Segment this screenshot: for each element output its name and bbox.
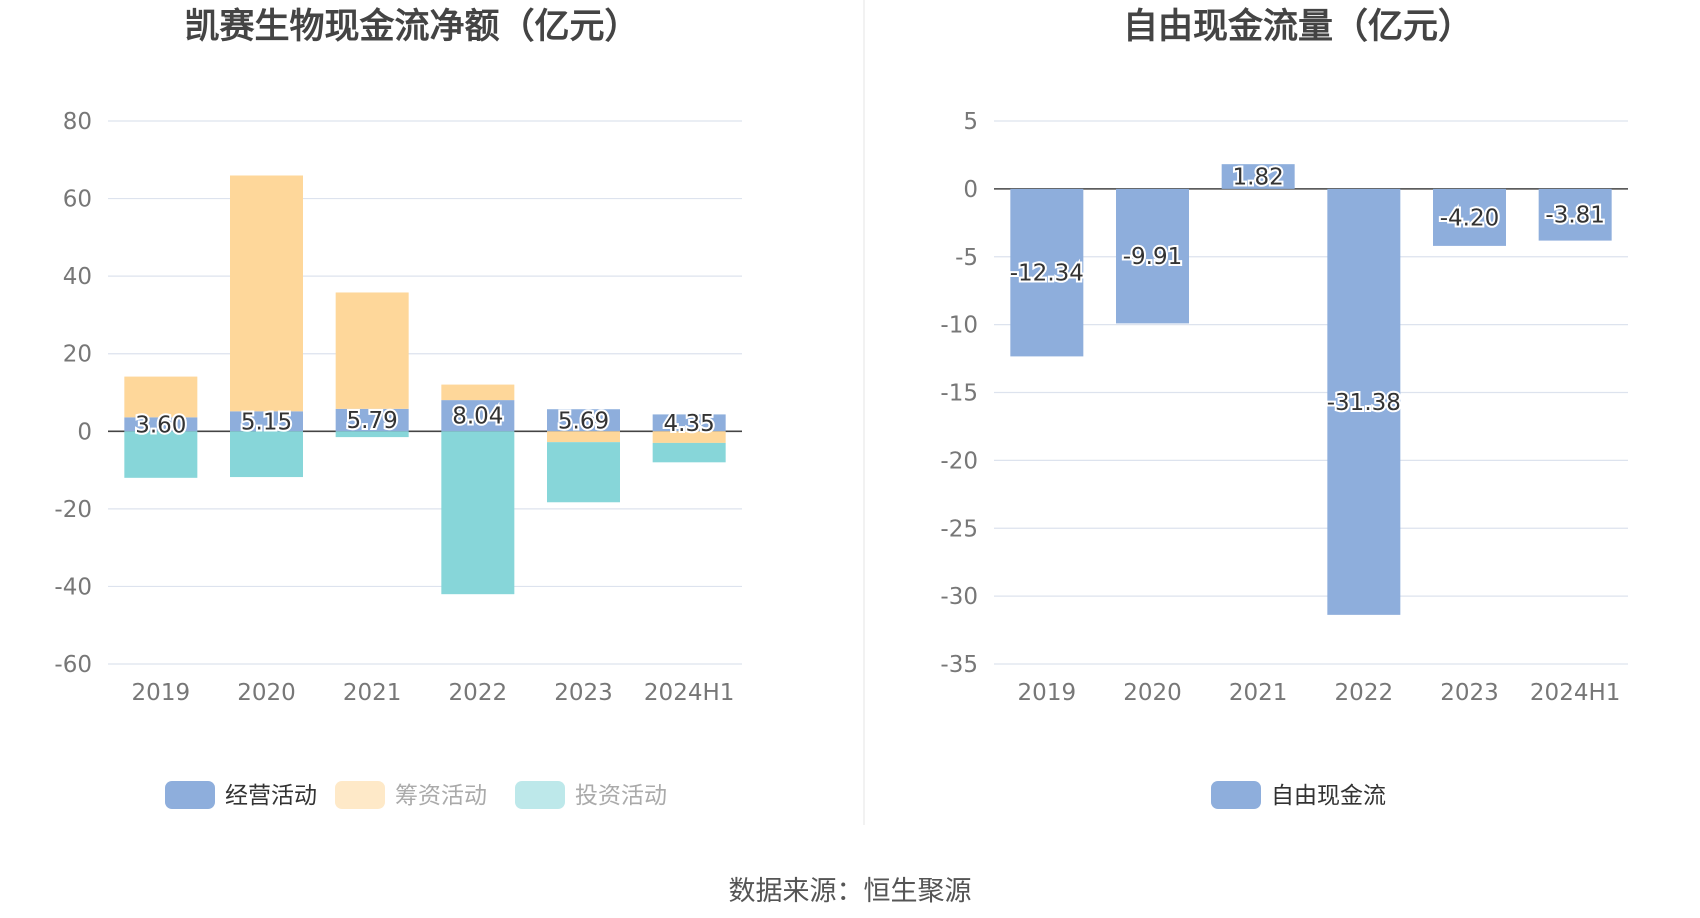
legend-label: 投资活动 bbox=[575, 783, 667, 809]
bar-投资活动-2019 bbox=[124, 431, 198, 478]
data-label: 8.04 bbox=[452, 404, 503, 430]
bar-自由现金流-2022 bbox=[1327, 188, 1401, 615]
y-tick-label: -40 bbox=[54, 574, 92, 600]
x-tick-label: 2021 bbox=[343, 680, 402, 706]
x-tick-label: 2022 bbox=[449, 680, 508, 706]
data-label: -4.20 bbox=[1440, 205, 1500, 231]
bar-筹资活动-2019 bbox=[124, 376, 198, 418]
cashflow-chart-panel: 凯赛生物现金流净额（亿元） 80 60 40 20 0 -20 -40 -60 2019 2020 2… bbox=[54, 6, 742, 809]
x-tick-label: 2024H1 bbox=[1530, 680, 1620, 706]
legend-item-自由现金流[interactable]: 自由现金流 bbox=[1211, 781, 1386, 809]
free-cashflow-chart-panel: 自由现金流量（亿元） 5 0 -5 -10 -15 -20 -25 -30 -35 2019 2020… bbox=[940, 6, 1628, 809]
y-tick-label: -10 bbox=[940, 313, 978, 339]
data-label: 5.15 bbox=[241, 409, 292, 435]
bar-自由现金流-2021 bbox=[1221, 164, 1295, 189]
x-tick-label: 2019 bbox=[1018, 680, 1077, 706]
data-label: 4.35 bbox=[664, 411, 715, 437]
legend-swatch bbox=[515, 781, 565, 809]
y-tick-label: -5 bbox=[955, 245, 978, 271]
y-tick-label: 5 bbox=[963, 109, 978, 135]
bar-投资活动-2024H1 bbox=[652, 442, 726, 463]
y-tick-label: -15 bbox=[940, 381, 978, 407]
legend-label: 经营活动 bbox=[225, 783, 317, 809]
bar-经营活动-2020 bbox=[230, 411, 303, 432]
x-tick-label: 2024H1 bbox=[644, 680, 734, 706]
x-tick-label: 2019 bbox=[132, 680, 191, 706]
y-tick-label: 80 bbox=[63, 109, 92, 135]
x-tick-label: 2020 bbox=[237, 680, 296, 706]
y-tick-label: -20 bbox=[54, 497, 92, 523]
bar-经营活动-2019 bbox=[124, 417, 198, 432]
bar-投资活动-2021 bbox=[335, 431, 409, 438]
bar-投资活动-2020 bbox=[230, 431, 303, 478]
legend-item-筹资活动[interactable]: 筹资活动 bbox=[335, 781, 487, 809]
y-tick-label: 40 bbox=[63, 264, 92, 290]
legend-label: 筹资活动 bbox=[395, 783, 487, 809]
y-tick-label: 0 bbox=[77, 419, 92, 445]
chart-title: 凯赛生物现金流净额（亿元） bbox=[184, 6, 639, 47]
bar-筹资活动-2022 bbox=[441, 384, 515, 401]
y-tick-label: 20 bbox=[63, 342, 92, 368]
bar-投资活动-2023 bbox=[547, 442, 620, 503]
bar-经营活动-2023 bbox=[547, 409, 620, 432]
bar-筹资活动-2023 bbox=[547, 431, 620, 443]
x-tick-label: 2021 bbox=[1229, 680, 1288, 706]
y-tick-label: -25 bbox=[940, 516, 978, 542]
data-label: -12.34 bbox=[1010, 261, 1084, 287]
y-tick-label: 0 bbox=[963, 177, 978, 203]
x-tick-label: 2023 bbox=[554, 680, 613, 706]
bar-经营活动-2022 bbox=[441, 400, 515, 432]
data-label: 5.69 bbox=[558, 408, 609, 434]
legend-label: 自由现金流 bbox=[1271, 783, 1386, 809]
data-label: 1.82 bbox=[1233, 165, 1284, 191]
bar-自由现金流-2019 bbox=[1010, 188, 1084, 357]
bar-筹资活动-2024H1 bbox=[652, 431, 726, 443]
y-tick-label: -60 bbox=[54, 652, 92, 678]
legend-item-经营活动[interactable]: 经营活动 bbox=[165, 781, 317, 809]
bar-筹资活动-2020 bbox=[230, 175, 303, 412]
bar-自由现金流-2024H1 bbox=[1538, 188, 1612, 241]
legend-swatch bbox=[1211, 781, 1261, 809]
y-tick-label: 60 bbox=[63, 187, 92, 213]
bar-筹资活动-2021 bbox=[335, 292, 409, 409]
data-label: 5.79 bbox=[347, 408, 398, 434]
legend-item-投资活动[interactable]: 投资活动 bbox=[515, 781, 667, 809]
bar-经营活动-2024H1 bbox=[652, 414, 726, 432]
bar-投资活动-2022 bbox=[441, 431, 515, 595]
chart-title: 自由现金流量（亿元） bbox=[1123, 6, 1473, 47]
data-label: 3.60 bbox=[135, 412, 186, 438]
legend-swatch bbox=[335, 781, 385, 809]
bar-自由现金流-2020 bbox=[1116, 188, 1189, 324]
bar-经营活动-2021 bbox=[335, 408, 409, 432]
bar-自由现金流-2023 bbox=[1433, 188, 1506, 246]
y-tick-label: -30 bbox=[940, 584, 978, 610]
y-tick-label: -20 bbox=[940, 448, 978, 474]
x-tick-label: 2022 bbox=[1335, 680, 1394, 706]
data-label: -3.81 bbox=[1545, 203, 1605, 229]
x-tick-label: 2020 bbox=[1123, 680, 1182, 706]
y-tick-label: -35 bbox=[940, 652, 978, 678]
legend-swatch bbox=[165, 781, 215, 809]
data-label: -9.91 bbox=[1123, 244, 1183, 270]
source-note: 数据来源：恒生聚源 bbox=[729, 876, 972, 907]
data-label: -31.38 bbox=[1327, 390, 1401, 416]
x-tick-label: 2023 bbox=[1440, 680, 1499, 706]
